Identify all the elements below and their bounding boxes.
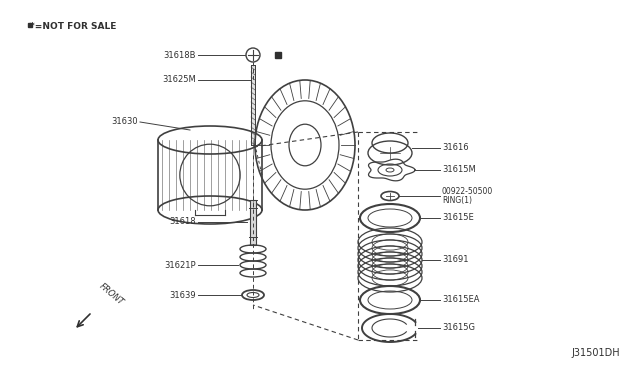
Text: FRONT: FRONT <box>97 282 125 307</box>
Text: 31615G: 31615G <box>442 324 475 333</box>
Text: 31630: 31630 <box>111 118 138 126</box>
Bar <box>28 23 32 27</box>
Text: *=NOT FOR SALE: *=NOT FOR SALE <box>30 22 116 31</box>
Text: 31618B: 31618B <box>163 51 196 60</box>
Text: J31501DH: J31501DH <box>572 348 620 358</box>
Text: 31615E: 31615E <box>442 214 474 222</box>
Bar <box>275 52 281 58</box>
Text: 31615EA: 31615EA <box>442 295 479 305</box>
Text: 31691: 31691 <box>442 256 468 264</box>
Text: 31618: 31618 <box>170 218 196 227</box>
Text: 31615M: 31615M <box>442 166 476 174</box>
Text: 31616: 31616 <box>442 144 468 153</box>
Text: RING(1): RING(1) <box>442 196 472 205</box>
Text: 31625M: 31625M <box>163 76 196 84</box>
Text: 31621P: 31621P <box>164 260 196 269</box>
Text: 31639: 31639 <box>170 291 196 299</box>
Text: 00922-50500: 00922-50500 <box>442 186 493 196</box>
Bar <box>250 200 256 245</box>
Bar <box>251 65 255 145</box>
